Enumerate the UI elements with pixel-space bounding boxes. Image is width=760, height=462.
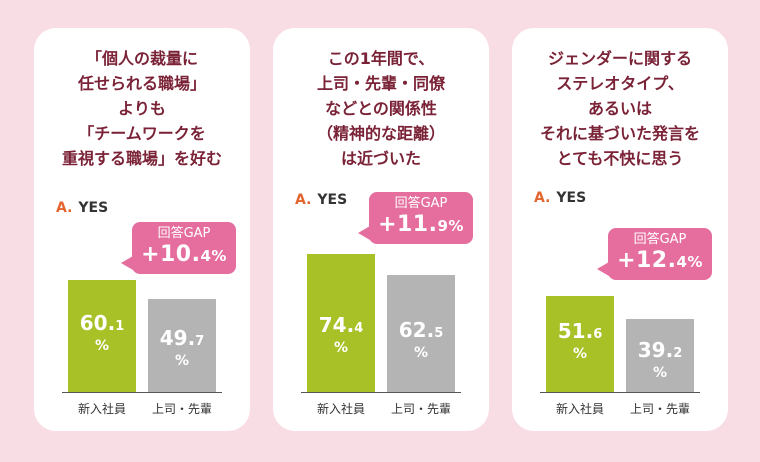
panel-title: 「個人の裁量に 任せられる職場」 よりも 「チームワークを 重視する職場」を好む [34,46,250,171]
gap-label: 回答GAP [394,196,448,211]
gap-badge: 回答GAP +10.4% [121,222,236,274]
value-int: 74. [318,313,355,337]
title-line: この1年間で、 [327,49,435,68]
title-line: ジェンダーに関する [547,49,692,68]
bar-value: 62.5 % [387,319,455,361]
bar-senior: 39.2 % [626,319,694,392]
value-percent: % [413,345,429,361]
title-line: とても不快に思う [556,149,684,168]
bar-newcomer: 60.1 % [68,280,136,392]
bar-senior: 49.7 % [148,299,216,392]
baseline [540,392,700,393]
title-line: 「チームワークを [78,124,206,143]
yes-label: A. YES [56,200,108,216]
value-dec: 2 [673,346,683,361]
panel-3: ジェンダーに関する ステレオタイプ、 あるいは それに基づいた発言を とても不快… [512,28,728,431]
gap-value-main: +11. [378,212,438,237]
gap-value: +10.4% [132,242,236,269]
gap-value-decimal: 4% [200,247,227,265]
value-percent: % [174,353,190,369]
gap-value-main: +10. [141,242,201,267]
baseline [301,392,461,393]
category-label: 新入社員 [316,402,365,416]
title-line: それに基づいた発言を [539,124,700,143]
value-dec: 5 [434,326,444,341]
category-label: 上司・先輩 [151,402,212,416]
value-dec: 4 [354,321,364,336]
bar-value: 49.7 % [148,327,216,369]
title-line: よりも [118,99,166,118]
title-line: ステレオタイプ、 [556,74,684,93]
bar-newcomer: 74.4 % [307,254,375,392]
category-label: 新入社員 [555,402,604,416]
value-int: 62. [398,318,435,342]
value-int: 49. [159,326,196,350]
bar-senior: 62.5 % [387,275,455,392]
gap-badge: 回答GAP +12.4% [597,228,712,280]
answer-prefix: A. [56,200,73,216]
title-line: （精神的な距離） [316,124,445,143]
value-dec: 6 [593,327,603,342]
answer-prefix: A. [295,192,312,208]
gap-value: +11.9% [369,212,473,239]
panel-2: この1年間で、 上司・先輩・同僚 などとの関係性 （精神的な距離） は近づいた … [273,28,489,431]
category-label: 上司・先輩 [390,402,451,416]
yes-label: A. YES [534,190,586,206]
value-percent: % [572,346,588,362]
title-line: などとの関係性 [325,99,437,118]
answer-prefix: A. [534,190,551,206]
category-label: 上司・先輩 [629,402,690,416]
answer-text: YES [78,200,109,216]
gap-label: 回答GAP [157,226,211,241]
gap-label: 回答GAP [633,232,687,247]
gap-value-decimal: 9% [437,217,464,235]
panel-title: この1年間で、 上司・先輩・同僚 などとの関係性 （精神的な距離） は近づいた [273,46,489,171]
title-line: 「個人の裁量に [85,49,198,68]
title-line: あるいは [587,99,652,118]
answer-text: YES [317,192,348,208]
gap-value-decimal: 4% [676,253,703,271]
value-int: 39. [637,338,674,362]
value-dec: 1 [115,319,125,334]
value-percent: % [652,365,668,381]
baseline [62,392,222,393]
bar-value: 39.2 % [626,339,694,381]
title-line: 上司・先輩・同僚 [316,74,445,93]
value-percent: % [333,340,349,356]
bar-value: 51.6 % [546,320,614,362]
value-int: 60. [79,311,116,335]
value-int: 51. [557,319,594,343]
yes-label: A. YES [295,192,347,208]
title-line: は近づいた [340,149,421,168]
title-line: 重視する職場」を好む [61,149,222,168]
value-dec: 7 [195,334,205,349]
answer-text: YES [556,190,587,206]
panel-1: 「個人の裁量に 任せられる職場」 よりも 「チームワークを 重視する職場」を好む… [34,28,250,431]
gap-badge: 回答GAP +11.9% [358,192,473,244]
gap-value-main: +12. [617,248,677,273]
category-label: 新入社員 [77,402,126,416]
value-percent: % [94,338,110,354]
bar-value: 60.1 % [68,312,136,354]
bar-newcomer: 51.6 % [546,296,614,392]
bar-value: 74.4 % [307,314,375,356]
gap-value: +12.4% [608,248,712,275]
title-line: 任せられる職場」 [77,74,206,93]
panel-title: ジェンダーに関する ステレオタイプ、 あるいは それに基づいた発言を とても不快… [512,46,728,171]
